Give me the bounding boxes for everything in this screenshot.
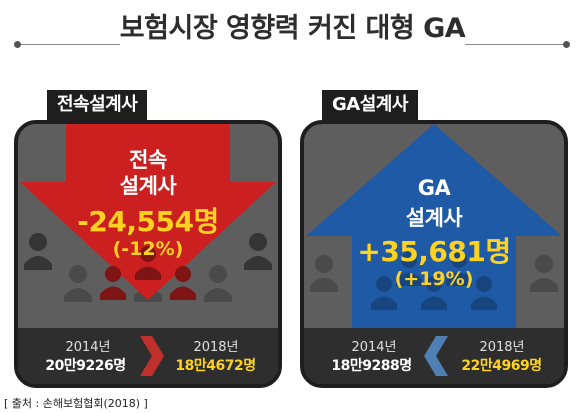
chevron-left-icon (424, 336, 448, 376)
title-rule-dot-right (563, 41, 570, 48)
left-category-line1: 전속 (129, 148, 167, 172)
left-value-to: 18만4672명 (175, 358, 256, 374)
left-panel: 전속 설계사 -24,554명 (-12%) 2014년 20만9226명 20… (14, 120, 282, 388)
right-comparison-bar: 2014년 18만9288명 2018년 22만4969명 (304, 328, 564, 384)
left-value-from: 20만9226명 (45, 358, 126, 374)
right-category-line1: GA (417, 176, 451, 200)
page-title: 보험시장 영향력 커진 대형 GA (119, 13, 466, 44)
title-rule-right (465, 44, 565, 45)
right-change-value: +35,681명 (357, 235, 511, 268)
chevron-right-icon (140, 336, 164, 376)
right-year-to: 2018년 (479, 340, 525, 355)
right-value-from: 18만9288명 (331, 358, 412, 374)
source-caption: [ 출처 : 손해보험협회(2018) ] (4, 397, 148, 410)
left-change-value: -24,554명 (77, 205, 219, 238)
title-rule-left (20, 44, 120, 45)
left-change-percent: (-12%) (112, 238, 184, 260)
right-panel-label: GA설계사 (322, 90, 418, 120)
left-category-line2: 설계사 (119, 174, 177, 198)
left-panel-label: 전속설계사 (47, 90, 148, 120)
left-year-from: 2014년 (65, 340, 111, 355)
right-year-from: 2014년 (351, 340, 397, 355)
right-panel: GA 설계사 +35,681명 (+19%) 2014년 18만9288명 20… (300, 120, 568, 388)
right-change-percent: (+19%) (394, 268, 474, 290)
left-year-to: 2018년 (193, 340, 239, 355)
up-arrow-icon (306, 124, 562, 329)
right-value-to: 22만4969명 (461, 358, 542, 374)
people-icons-right (310, 255, 558, 292)
down-arrow-icon (20, 124, 276, 300)
right-category-line2: 설계사 (405, 206, 463, 230)
left-comparison-bar: 2014년 20만9226명 2018년 18만4672명 (18, 328, 278, 384)
title-rule-dot-left (14, 41, 21, 48)
